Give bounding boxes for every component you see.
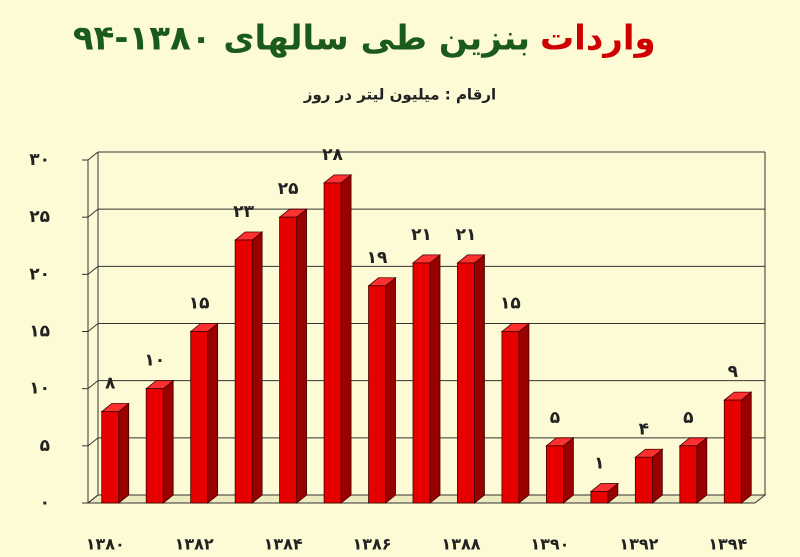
x-tick-label: ۱۳۸۸ (441, 535, 480, 554)
bar-side (207, 322, 219, 504)
grid-diagonal (87, 323, 99, 332)
bar (634, 456, 653, 504)
y-tick-label: ۱۰ (29, 379, 50, 399)
bar-side (518, 322, 530, 504)
chart-subtitle: ارقام : میلیون لیتر در روز (303, 86, 496, 104)
value-label: ۱۵ (189, 294, 210, 314)
value-label: ۱۹ (367, 248, 388, 268)
grid-diagonal (87, 151, 99, 161)
bar-side (563, 437, 574, 504)
bar-side (385, 276, 396, 504)
bar-side (474, 254, 485, 504)
y-tick-label: ۰ (40, 493, 50, 513)
bar (190, 331, 209, 504)
bar-side (651, 448, 663, 504)
grid-diagonal (87, 208, 99, 218)
grid-diagonal (87, 380, 99, 390)
bar (101, 411, 120, 504)
bar-side (429, 254, 441, 504)
bar (457, 262, 475, 504)
grid-diagonal (87, 437, 99, 447)
value-label: ۹ (728, 362, 739, 382)
bar-side (740, 391, 752, 504)
value-label: ۲۳ (233, 202, 254, 222)
value-label: ۱۰ (144, 351, 165, 371)
x-tick-label: ۱۳۸۰ (86, 535, 125, 554)
value-label: ۲۱ (411, 225, 432, 245)
bar (501, 331, 520, 504)
bar-side (251, 231, 263, 504)
bar (679, 445, 698, 504)
bar-side (340, 174, 352, 504)
bar (546, 445, 564, 504)
y-tick-label: ۲۵ (29, 207, 50, 227)
y-tick-label: ۱۵ (29, 322, 50, 342)
value-label: ۵ (683, 408, 693, 428)
x-tick-label: ۱۳۸۴ (264, 535, 303, 554)
x-tick-label: ۱۳۸۲ (175, 535, 214, 554)
x-tick-label: ۱۳۹۰ (530, 535, 569, 554)
bar-side (118, 402, 130, 504)
bar (279, 216, 298, 504)
bar (145, 388, 164, 504)
value-label: ۵ (550, 408, 560, 428)
bar (723, 399, 742, 504)
value-label: ۱ (594, 454, 604, 474)
bar (234, 239, 253, 504)
y-tick-label: ۵ (40, 436, 50, 456)
grid-diagonal (87, 494, 99, 504)
value-label: ۲۱ (456, 225, 477, 245)
value-label: ۴ (639, 419, 649, 439)
chart-title-highlight: واردات (540, 19, 656, 59)
chart-title: بنزین طی سالهای ۱۳۸۰-۹۴ (73, 19, 530, 59)
y-tick-label: ۲۰ (29, 264, 50, 284)
grid-diagonal (87, 265, 99, 275)
value-label: ۸ (105, 374, 116, 394)
value-label: ۱۵ (500, 294, 521, 314)
value-label: ۲۸ (322, 145, 343, 165)
x-tick-label: ۱۳۹۴ (708, 535, 747, 554)
bar-side (296, 208, 308, 504)
bar-side (696, 437, 708, 504)
bar (323, 182, 342, 504)
bar-side (162, 379, 174, 504)
x-tick-label: ۱۳۹۲ (619, 535, 658, 554)
y-tick-label: ۳۰ (29, 150, 50, 170)
bar (590, 491, 609, 504)
bar (368, 285, 386, 504)
x-tick-label: ۱۳۸۶ (353, 535, 392, 554)
bar (412, 262, 431, 504)
value-label: ۲۵ (278, 179, 299, 199)
